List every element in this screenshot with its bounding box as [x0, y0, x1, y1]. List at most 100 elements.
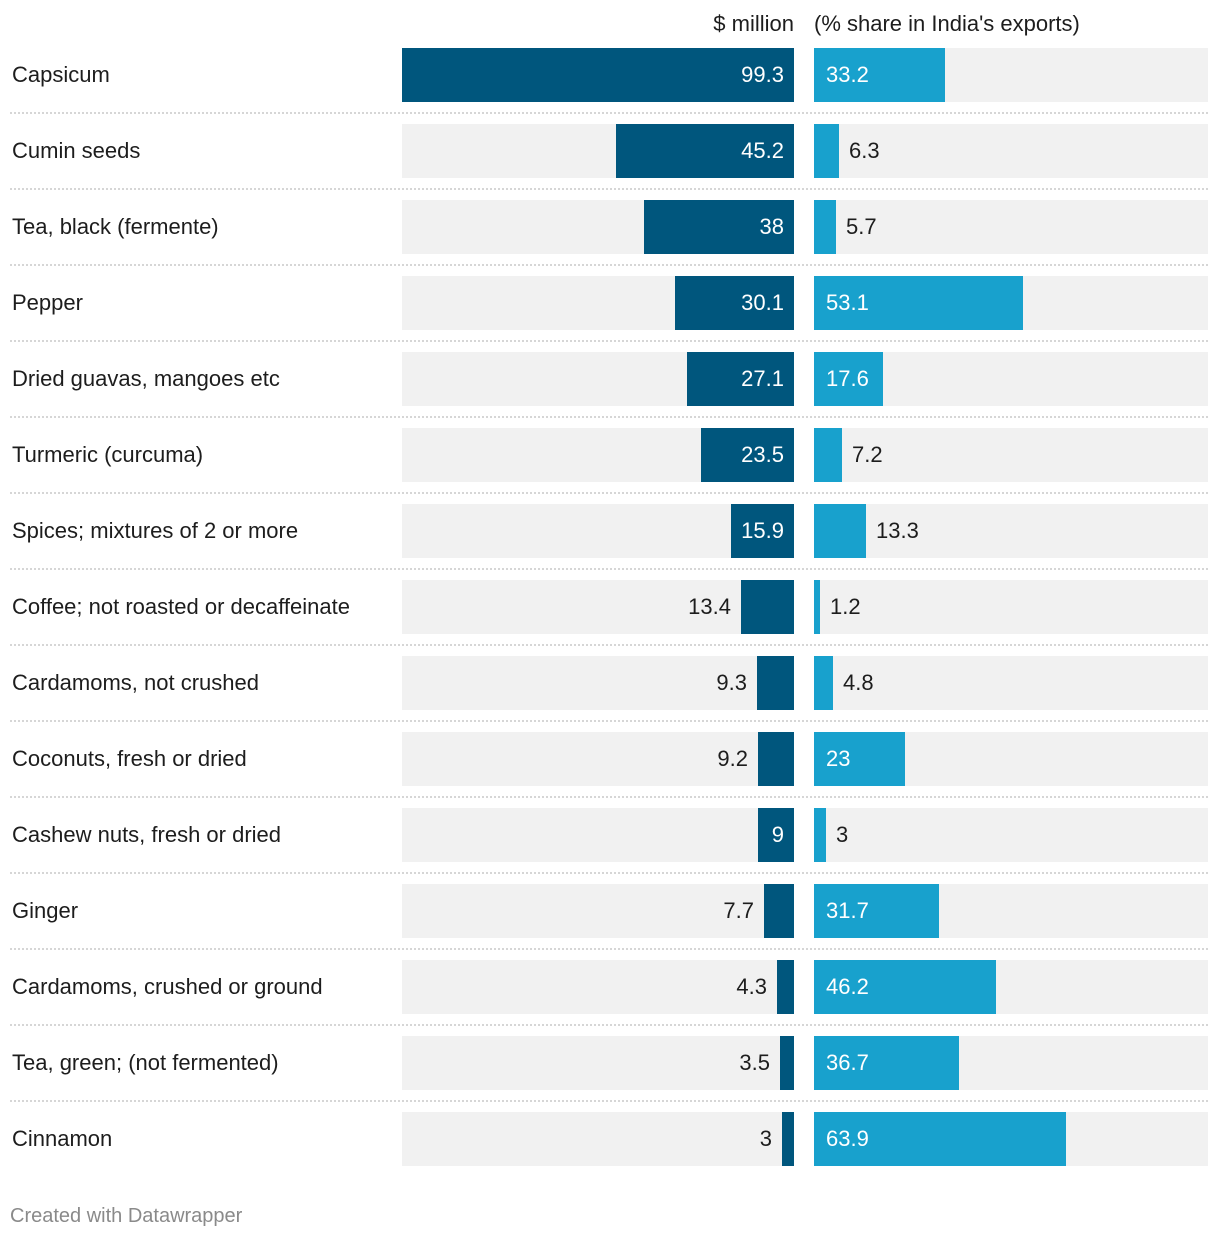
bar-track-usd [402, 732, 794, 786]
bar-share-percent [814, 808, 826, 862]
value-label-usd: 45.2 [741, 138, 784, 163]
value-label-usd: 3.5 [739, 1050, 770, 1075]
chart-row: Cardamoms, not crushed 9.3 4.8 [0, 656, 1220, 732]
value-label-share: 23 [826, 746, 851, 771]
value-label-usd: 15.9 [741, 518, 784, 543]
row-divider [10, 644, 1208, 646]
row-divider [10, 948, 1208, 950]
bar-share-percent [814, 276, 1023, 330]
bar-share-percent [814, 352, 883, 406]
bar-chart: Capsicum 99.3 33.2 Cumin seeds 45.2 6.3 Tea, b… [0, 48, 1220, 1188]
value-label-usd: 23.5 [741, 442, 784, 467]
chart-row: Coconuts, fresh or dried 9.2 23 [0, 732, 1220, 808]
value-label-share: 33.2 [826, 62, 869, 87]
bar-track-usd [402, 808, 794, 862]
bar-track-share [814, 580, 1208, 634]
bar-usd-million [616, 124, 794, 178]
category-label: Dried guavas, mangoes etc [12, 366, 280, 391]
bar-share-percent [814, 884, 939, 938]
category-label: Cashew nuts, fresh or dried [12, 822, 282, 847]
chart-row: Cashew nuts, fresh or dried 9 3 [0, 808, 1220, 884]
chart-row: Ginger 7.7 31.7 [0, 884, 1220, 960]
value-label-usd: 99.3 [741, 62, 784, 87]
bar-usd-million [675, 276, 794, 330]
value-label-usd: 27.1 [741, 366, 784, 391]
category-label: Turmeric (curcuma) [12, 442, 204, 467]
value-label-usd: 4.3 [736, 974, 767, 999]
category-label: Tea, green; (not fermented) [12, 1050, 279, 1075]
chart-row: Tea, black (fermente) 38 5.7 [0, 200, 1220, 276]
column-header-usd-million: $ million [713, 11, 794, 36]
bar-track-usd [402, 580, 794, 634]
value-label-share: 17.6 [826, 366, 869, 391]
chart-row: Capsicum 99.3 33.2 [0, 48, 1220, 124]
category-label: Cumin seeds [12, 138, 141, 163]
bar-share-percent [814, 1036, 959, 1090]
value-label-share: 13.3 [876, 518, 919, 543]
bar-track-share [814, 656, 1208, 710]
value-label-usd: 9 [771, 822, 784, 847]
row-divider [10, 1100, 1208, 1102]
bar-track-share [814, 504, 1208, 558]
row-divider [10, 568, 1208, 570]
bar-usd-million [777, 960, 794, 1014]
value-label-usd: 3 [759, 1126, 772, 1151]
category-label: Coffee; not roasted or decaffeinate [12, 594, 350, 619]
chart-row: Cinnamon 3 63.9 [0, 1112, 1220, 1188]
bar-share-percent [814, 656, 833, 710]
value-label-share: 46.2 [826, 974, 869, 999]
bar-track-usd [402, 960, 794, 1014]
bar-usd-million [701, 428, 794, 482]
bar-share-percent [814, 124, 839, 178]
category-label: Ginger [12, 898, 79, 923]
bar-usd-million [782, 1112, 794, 1166]
row-divider [10, 796, 1208, 798]
bar-share-percent [814, 428, 842, 482]
row-divider [10, 1024, 1208, 1026]
row-divider [10, 188, 1208, 190]
bar-usd-million [687, 352, 794, 406]
value-label-usd: 9.3 [716, 670, 747, 695]
value-label-share: 53.1 [826, 290, 869, 315]
column-header-share: (% share in India's exports) [814, 11, 1080, 36]
bar-usd-million [402, 48, 794, 102]
bar-usd-million [644, 200, 794, 254]
bar-track-share [814, 124, 1208, 178]
chart-row: Coffee; not roasted or decaffeinate 13.4 1… [0, 580, 1220, 656]
chart-row: Dried guavas, mangoes etc 27.1 17.6 [0, 352, 1220, 428]
value-label-share: 5.7 [846, 214, 877, 239]
row-divider [10, 872, 1208, 874]
bar-track-usd [402, 504, 794, 558]
row-divider [10, 264, 1208, 266]
bar-track-usd [402, 656, 794, 710]
chart-row: Tea, green; (not fermented) 3.5 36.7 [0, 1036, 1220, 1112]
value-label-share: 63.9 [826, 1126, 869, 1151]
row-divider [10, 340, 1208, 342]
bar-usd-million [731, 504, 794, 558]
category-label: Spices; mixtures of 2 or more [12, 518, 299, 543]
category-label: Tea, black (fermente) [12, 214, 219, 239]
bar-usd-million [764, 884, 794, 938]
bar-share-percent [814, 200, 836, 254]
row-divider [10, 416, 1208, 418]
value-label-share: 36.7 [826, 1050, 869, 1075]
category-label: Capsicum [12, 62, 110, 87]
value-label-share: 6.3 [849, 138, 880, 163]
value-label-share: 3 [836, 822, 849, 847]
bar-usd-million [741, 580, 794, 634]
value-label-usd: 13.4 [688, 594, 731, 619]
category-label: Pepper [12, 290, 83, 315]
bar-share-percent [814, 504, 866, 558]
bar-track-usd [402, 1112, 794, 1166]
chart-row: Spices; mixtures of 2 or more 15.9 13.3 [0, 504, 1220, 580]
chart-row: Turmeric (curcuma) 23.5 7.2 [0, 428, 1220, 504]
chart-row: Cumin seeds 45.2 6.3 [0, 124, 1220, 200]
bar-share-percent [814, 48, 945, 102]
footer-credit: Created with Datawrapper [10, 1205, 243, 1227]
value-label-share: 31.7 [826, 898, 869, 923]
row-divider [10, 492, 1208, 494]
bar-share-percent [814, 732, 905, 786]
bar-track-usd [402, 884, 794, 938]
category-label: Coconuts, fresh or dried [12, 746, 247, 771]
value-label-usd: 9.2 [717, 746, 748, 771]
